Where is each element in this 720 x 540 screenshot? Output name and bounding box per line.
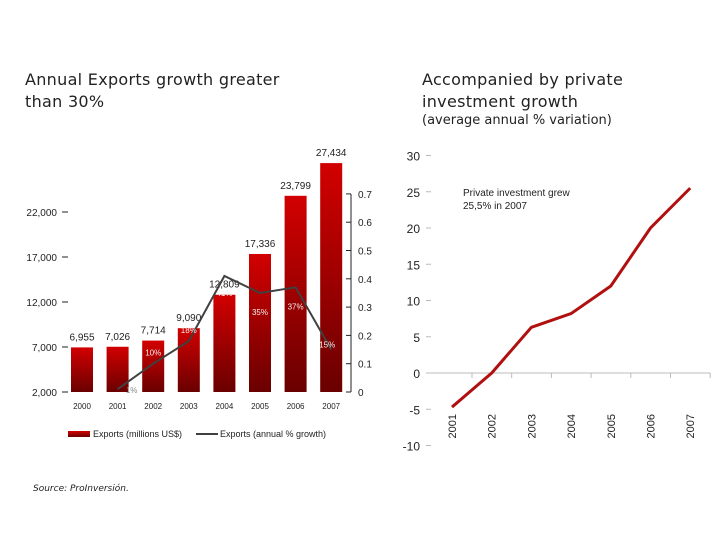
bar-label: 17,336 bbox=[245, 239, 276, 250]
x-tick-label: 2006 bbox=[287, 402, 305, 411]
bar-2006 bbox=[284, 195, 307, 392]
right-chart-y-tick: -5 bbox=[409, 403, 420, 417]
growth-line bbox=[117, 274, 333, 390]
x-tick-label: 2004 bbox=[216, 402, 234, 411]
right-axis-tick: 0.2 bbox=[358, 331, 372, 342]
right-axis-tick: 0.1 bbox=[358, 360, 372, 371]
bar-2003 bbox=[177, 328, 200, 392]
right-chart-y-tick: 30 bbox=[407, 150, 421, 164]
bar-label: 6,955 bbox=[69, 332, 94, 343]
right-axis-tick: 0 bbox=[358, 388, 364, 399]
growth-label: 41% bbox=[216, 289, 232, 298]
growth-label: 15% bbox=[319, 341, 335, 350]
right-axis-tick: 0.4 bbox=[358, 275, 372, 286]
right-axis-tick: 0.7 bbox=[358, 190, 372, 201]
growth-label: 35% bbox=[252, 308, 268, 317]
right-chart-y-tick: -10 bbox=[403, 440, 421, 454]
annotation-line-2: 25,5% in 2007 bbox=[463, 201, 527, 212]
right-chart-x-tick: 2003 bbox=[526, 414, 538, 438]
x-tick-label: 2007 bbox=[322, 402, 340, 411]
legend-bar-label: Exports (millions US$) bbox=[93, 429, 182, 439]
legend-bar-swatch bbox=[68, 431, 90, 437]
bar-2004 bbox=[213, 294, 236, 392]
growth-label: 1% bbox=[126, 386, 138, 395]
x-tick-label: 2000 bbox=[73, 402, 91, 411]
left-axis-tick: 12,000 bbox=[26, 298, 57, 309]
legend-line-label: Exports (annual % growth) bbox=[220, 429, 326, 439]
right-chart-x-tick: 2007 bbox=[685, 414, 697, 438]
x-tick-label: 2005 bbox=[251, 402, 269, 411]
growth-label: 18% bbox=[181, 326, 197, 335]
bar-label: 27,434 bbox=[316, 148, 347, 159]
growth-label: 37% bbox=[288, 302, 304, 311]
left-title: Annual Exports growth greater than 30% bbox=[25, 70, 280, 111]
bar-2007 bbox=[320, 163, 343, 392]
bar-label: 12,809 bbox=[209, 280, 240, 291]
bar-label: 9,090 bbox=[176, 313, 201, 324]
left-axis-tick: 17,000 bbox=[26, 253, 57, 264]
bar-label: 23,799 bbox=[280, 181, 311, 192]
investment-line bbox=[451, 187, 692, 409]
right-chart-x-tick: 2002 bbox=[487, 414, 499, 438]
right-chart-y-tick: 0 bbox=[413, 367, 420, 381]
bar-2005 bbox=[249, 253, 271, 392]
right-axis-tick: 0.5 bbox=[358, 247, 372, 258]
x-tick-label: 2002 bbox=[144, 402, 162, 411]
right-chart-y-tick: 25 bbox=[407, 186, 421, 200]
left-axis-tick: 2,000 bbox=[32, 388, 57, 399]
source-note: Source: ProInversión. bbox=[33, 484, 129, 494]
x-tick-label: 2003 bbox=[180, 402, 198, 411]
x-tick-label: 2001 bbox=[109, 402, 127, 411]
right-chart-x-tick: 2004 bbox=[566, 414, 578, 438]
left-axis-tick: 7,000 bbox=[32, 343, 57, 354]
left-axis-tick: 22,000 bbox=[26, 208, 57, 219]
annotation-line-1: Private investment grew bbox=[463, 188, 570, 199]
right-subtitle: (average annual % variation) bbox=[422, 113, 612, 128]
right-title: Accompanied by private investment growth bbox=[422, 70, 624, 111]
bar-label: 7,026 bbox=[105, 332, 130, 343]
right-chart-y-tick: 15 bbox=[407, 258, 421, 272]
bar-2000 bbox=[71, 347, 93, 392]
right-chart-x-tick: 2001 bbox=[447, 414, 459, 438]
bar-2002 bbox=[142, 340, 165, 392]
right-chart-y-tick: 5 bbox=[413, 331, 420, 345]
bar-2001 bbox=[106, 346, 129, 392]
bar-label: 7,714 bbox=[141, 326, 166, 337]
right-axis-tick: 0.6 bbox=[358, 218, 372, 229]
right-chart-x-tick: 2006 bbox=[646, 414, 658, 438]
growth-label: 10% bbox=[145, 349, 161, 358]
right-axis-tick: 0.3 bbox=[358, 303, 372, 314]
right-chart-x-tick: 2005 bbox=[606, 414, 618, 438]
right-chart-y-tick: 20 bbox=[407, 222, 421, 236]
right-chart-y-tick: 10 bbox=[407, 295, 421, 309]
